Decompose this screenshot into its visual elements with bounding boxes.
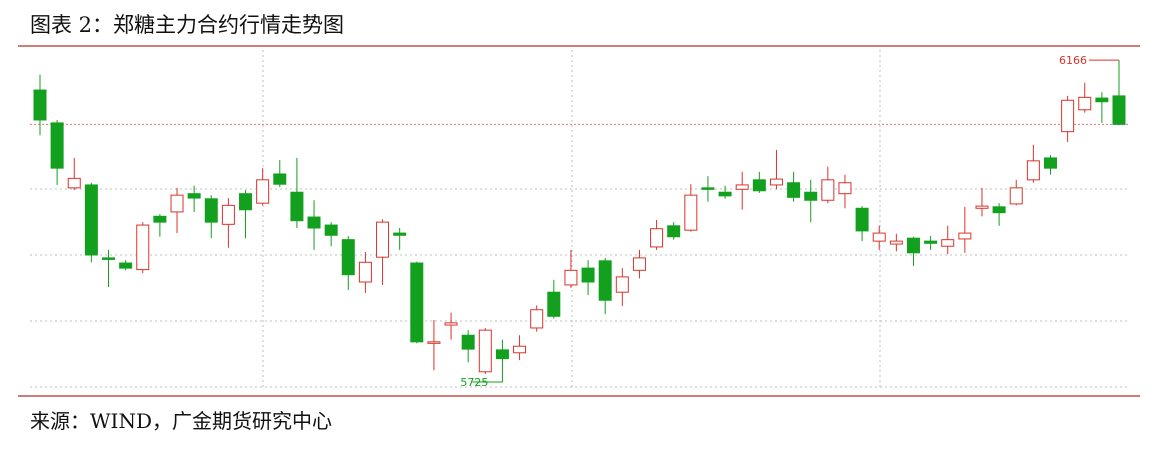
candle-body bbox=[632, 257, 646, 271]
candle-body bbox=[1112, 95, 1126, 125]
candle-body bbox=[855, 207, 869, 232]
candle-body bbox=[1009, 187, 1023, 205]
candle-body bbox=[67, 177, 81, 189]
candle-body bbox=[410, 262, 424, 343]
candle-body bbox=[495, 349, 509, 360]
candle-body bbox=[992, 206, 1006, 214]
candle-body bbox=[889, 240, 903, 245]
candle-body bbox=[204, 198, 218, 223]
source-note: 来源：WIND，广金期货研究中心 bbox=[30, 409, 332, 433]
candle-body bbox=[958, 232, 972, 240]
candle-body bbox=[615, 276, 629, 293]
candle-body bbox=[478, 329, 492, 373]
candle-body bbox=[718, 191, 732, 197]
candle-body bbox=[1026, 160, 1040, 181]
candle-body bbox=[598, 260, 612, 301]
candle-body bbox=[701, 187, 715, 190]
candle-body bbox=[427, 341, 441, 344]
candle-body bbox=[444, 322, 458, 326]
grid bbox=[30, 50, 1130, 388]
chart-title: 图表 2：郑糖主力合约行情走势图 bbox=[30, 13, 344, 37]
min-label: 5725 bbox=[460, 376, 488, 389]
candle-body bbox=[341, 239, 355, 276]
candle-body bbox=[84, 184, 98, 256]
candle-body bbox=[33, 89, 47, 121]
candle-body bbox=[170, 194, 184, 213]
candle-body bbox=[221, 204, 235, 225]
candle-body bbox=[307, 216, 321, 229]
candle-body bbox=[1078, 96, 1092, 111]
candle-body bbox=[530, 309, 544, 329]
candle-body bbox=[564, 269, 578, 286]
candle-body bbox=[667, 225, 681, 238]
candle-body bbox=[358, 261, 372, 283]
candle-body bbox=[256, 179, 270, 204]
candle-body bbox=[239, 193, 253, 211]
candle-body bbox=[735, 184, 749, 190]
candle-body bbox=[752, 179, 766, 192]
candle-body bbox=[1095, 97, 1109, 103]
candle-body bbox=[872, 232, 886, 242]
candle-body bbox=[393, 232, 407, 236]
candle-body bbox=[324, 224, 338, 236]
candle-body bbox=[804, 191, 818, 201]
candle-body bbox=[547, 291, 561, 317]
candle-body bbox=[376, 221, 390, 258]
candle-body bbox=[187, 193, 201, 199]
candle-body bbox=[1043, 157, 1057, 169]
candle-body bbox=[153, 215, 167, 223]
candle-body bbox=[821, 179, 835, 201]
candle-body bbox=[461, 334, 475, 350]
candle-body bbox=[838, 182, 852, 195]
candle-body bbox=[941, 239, 955, 247]
candle-body bbox=[119, 262, 133, 269]
candle-body bbox=[50, 122, 64, 169]
candle-body bbox=[769, 178, 783, 186]
candle-body bbox=[684, 194, 698, 231]
candle-body bbox=[1061, 99, 1075, 133]
candle-body bbox=[290, 191, 304, 222]
candle-body bbox=[273, 173, 287, 185]
candle-body bbox=[975, 205, 989, 209]
candle-body bbox=[102, 257, 116, 260]
candle-body bbox=[924, 240, 938, 244]
candle-body bbox=[906, 237, 920, 254]
candle-body bbox=[581, 267, 595, 283]
candle-body bbox=[650, 228, 664, 248]
candle-body bbox=[513, 345, 527, 354]
candle-body bbox=[136, 224, 150, 271]
max-label: 6166 bbox=[1059, 54, 1087, 67]
candle-body bbox=[787, 182, 801, 198]
